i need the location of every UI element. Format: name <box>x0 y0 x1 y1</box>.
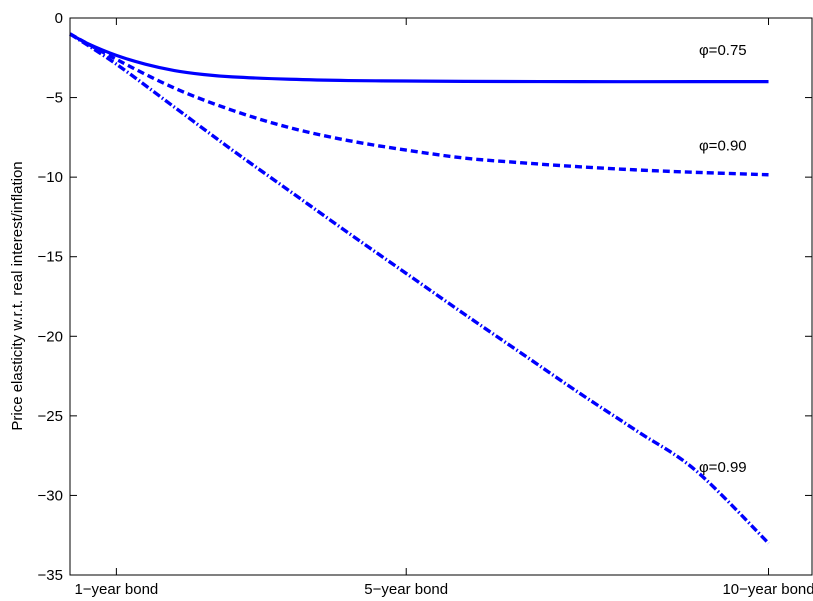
y-tick-label-7: −30 <box>38 487 63 504</box>
series-layer <box>69 32 770 545</box>
x-axis-ticks: 1−year bond 5−year bond 10−year bond <box>74 18 813 598</box>
annotations: φ=0.75 φ=0.90 φ=0.99 <box>699 42 747 476</box>
y-tick-label-1: 0 <box>55 10 63 27</box>
plot-frame <box>69 17 813 576</box>
x-tick-label-1: 1−year bond <box>74 581 158 598</box>
x-tick-label-3: 10−year bond <box>722 581 813 598</box>
series-annotation-2: φ=0.90 <box>699 137 747 154</box>
y-tick-label-6: −25 <box>38 408 63 425</box>
series-line-3 <box>69 32 770 545</box>
y-tick-label-2: −5 <box>46 90 63 107</box>
series-line-2 <box>69 32 769 177</box>
y-tick-label-5: −20 <box>38 328 63 345</box>
y-axis-label: Price elasticity w.r.t. real interest/in… <box>9 161 26 430</box>
series-annotation-1: φ=0.75 <box>699 42 747 59</box>
y-axis-ticks: 0 −5 −10 −15 −20 −25 −30 −35 <box>38 10 812 584</box>
x-tick-label-2: 5−year bond <box>364 581 448 598</box>
y-tick-label-3: −10 <box>38 169 63 186</box>
series-line-1 <box>69 32 769 84</box>
y-tick-label-8: −35 <box>38 567 63 584</box>
series-annotation-3: φ=0.99 <box>699 459 747 476</box>
y-tick-label-4: −15 <box>38 249 63 266</box>
